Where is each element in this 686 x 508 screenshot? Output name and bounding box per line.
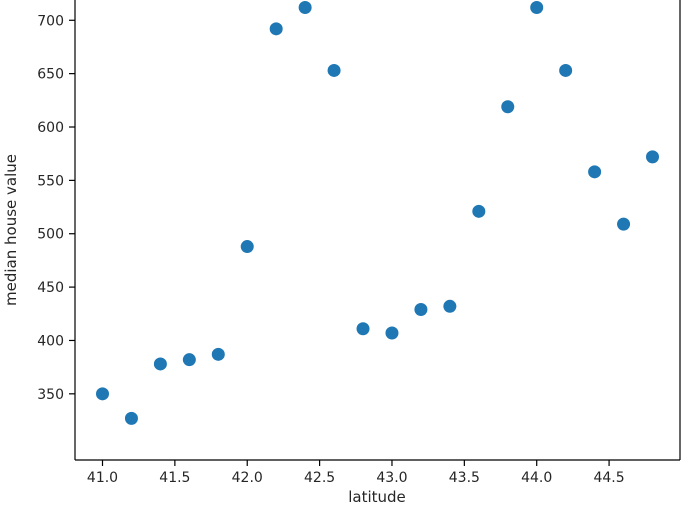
y-tick-label: 400 (37, 333, 64, 349)
data-point (96, 387, 109, 401)
x-tick-label: 42.0 (232, 470, 263, 486)
y-tick-label: 600 (37, 120, 64, 136)
data-point (443, 299, 457, 313)
data-point (327, 63, 341, 77)
x-tick-label: 42.5 (304, 470, 335, 486)
x-tick-label: 43.0 (376, 470, 407, 486)
data-point (501, 100, 515, 114)
x-tick-label: 44.0 (521, 470, 552, 486)
data-point (646, 150, 659, 164)
x-tick-label: 41.5 (159, 470, 190, 486)
data-point (182, 353, 196, 367)
x-axis-label: latitude (348, 488, 406, 506)
data-point (240, 240, 254, 254)
x-axis-ticks: 41.0 41.5 42.0 42.5 43.0 43.5 44.0 44.5 (87, 460, 625, 486)
data-point (153, 357, 167, 371)
data-point (298, 0, 312, 14)
y-axis-ticks: 350 400 450 500 550 600 650 700 (37, 13, 75, 403)
axes-spines (74, 0, 681, 461)
y-tick-label: 450 (37, 280, 64, 296)
y-tick-label: 350 (37, 387, 64, 403)
y-axis-label: median house value (2, 154, 20, 306)
x-tick-label: 44.5 (593, 470, 624, 486)
x-tick-label: 41.0 (87, 470, 118, 486)
y-tick-label: 550 (37, 173, 64, 189)
data-point (211, 347, 225, 361)
data-point (269, 22, 283, 36)
data-point (617, 217, 631, 231)
data-point (472, 204, 486, 218)
data-point (124, 411, 138, 425)
data-point (385, 326, 399, 340)
scatter-points (96, 0, 659, 425)
y-tick-label: 500 (37, 227, 64, 243)
data-point (414, 303, 428, 317)
x-tick-label: 43.5 (449, 470, 480, 486)
data-point (559, 63, 573, 77)
data-point (356, 322, 370, 336)
data-point (530, 0, 544, 14)
y-tick-label: 650 (37, 67, 64, 83)
y-tick-label: 700 (37, 13, 64, 29)
data-point (588, 165, 602, 179)
